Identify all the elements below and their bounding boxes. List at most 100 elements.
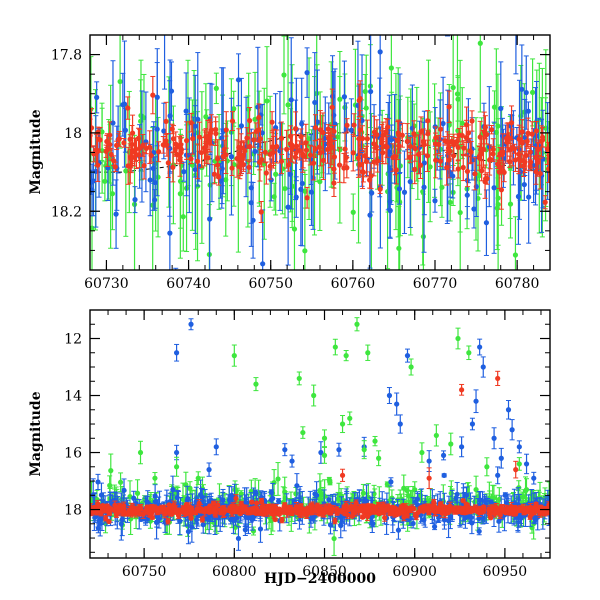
- top-red-point: [469, 118, 475, 124]
- top-red-point: [465, 130, 472, 136]
- bottom-green-point: [134, 490, 141, 496]
- top-blue-point: [483, 220, 490, 226]
- bottom-blue-point: [441, 472, 447, 478]
- top-red-point: [524, 138, 530, 144]
- top-red-point: [533, 169, 539, 175]
- top-red-point: [477, 155, 483, 161]
- top-red-point: [477, 134, 483, 140]
- top-red-point: [164, 142, 170, 148]
- top-green-point: [363, 105, 369, 111]
- top-red-point: [278, 135, 285, 141]
- top-red-point: [304, 195, 310, 201]
- top-blue-point: [396, 186, 403, 192]
- top-red-point: [379, 140, 385, 146]
- top-red-point: [188, 156, 194, 162]
- top-red-point: [170, 136, 177, 142]
- top-red-point: [135, 135, 142, 141]
- top-red-point: [356, 136, 362, 142]
- top-red-point: [163, 118, 169, 125]
- top-red-point: [512, 157, 519, 163]
- top-blue-point: [219, 135, 225, 141]
- top-red-point: [285, 162, 292, 168]
- top-red-point: [141, 163, 147, 169]
- top-x-tick-label: 60750: [248, 276, 293, 292]
- bottom-green-point: [412, 487, 418, 493]
- top-red-point: [292, 126, 299, 132]
- top-blue-point: [207, 216, 213, 222]
- top-blue-point: [260, 261, 266, 267]
- top-red-point: [190, 136, 196, 142]
- top-blue-point: [113, 211, 119, 217]
- top-red-point: [257, 159, 263, 165]
- top-blue-point: [519, 86, 525, 92]
- top-red-point: [300, 151, 306, 157]
- top-blue-point: [287, 171, 293, 177]
- top-blue-point: [154, 94, 160, 100]
- top-red-point: [244, 135, 250, 141]
- top-green-point: [334, 134, 341, 140]
- top-y-tick-label: 17.8: [51, 48, 82, 64]
- top-red-point: [463, 122, 470, 128]
- top-red-point: [284, 146, 290, 152]
- top-blue-point: [255, 104, 261, 110]
- top-blue-point: [120, 102, 126, 108]
- top-green-point: [177, 191, 183, 197]
- bottom-blue-point: [276, 498, 282, 504]
- top-blue-point: [167, 230, 173, 236]
- top-red-point: [479, 168, 485, 174]
- bottom-green-point: [331, 535, 337, 542]
- bottom-green-point: [448, 490, 454, 496]
- top-red-point: [444, 165, 450, 171]
- top-red-point: [203, 143, 209, 149]
- top-green-point: [362, 88, 368, 95]
- top-green-point: [285, 102, 291, 108]
- top-blue-point: [110, 120, 116, 126]
- top-red-point: [399, 132, 405, 138]
- top-red-point: [253, 128, 259, 135]
- top-blue-point: [183, 108, 189, 114]
- top-red-point: [351, 122, 357, 128]
- top-blue-point: [515, 193, 522, 200]
- top-blue-point: [526, 194, 532, 200]
- top-red-point: [482, 124, 488, 130]
- top-blue-point: [248, 185, 254, 191]
- top-red-point: [497, 164, 503, 170]
- top-blue-point: [368, 88, 374, 95]
- top-red-point: [535, 159, 541, 165]
- top-red-point: [529, 131, 535, 137]
- top-x-tick-label: 60770: [413, 276, 458, 292]
- top-red-point: [307, 152, 313, 158]
- top-red-point: [501, 169, 507, 175]
- top-green-point: [337, 96, 343, 102]
- top-red-point: [104, 147, 110, 153]
- bottom-green-point: [238, 491, 244, 497]
- top-blue-point: [388, 136, 394, 143]
- bottom-green-point: [108, 468, 114, 474]
- top-red-point: [539, 134, 546, 140]
- top-red-point: [125, 105, 131, 111]
- top-red-point: [500, 149, 506, 155]
- top-red-point: [489, 127, 495, 133]
- top-blue-point: [181, 169, 187, 175]
- top-red-point: [220, 153, 226, 159]
- top-blue-point: [540, 156, 546, 162]
- bottom-blue-point: [257, 526, 264, 532]
- top-green-point: [102, 178, 108, 184]
- top-red-point: [257, 136, 264, 142]
- top-red-point: [461, 145, 467, 151]
- top-blue-point: [341, 94, 348, 100]
- top-green-point: [273, 171, 279, 177]
- top-blue-point: [167, 113, 173, 119]
- top-red-point: [317, 149, 324, 156]
- top-red-point: [371, 159, 377, 165]
- top-y-tick-label: 18.2: [51, 204, 82, 220]
- top-red-point: [363, 158, 370, 165]
- top-red-point: [213, 126, 219, 133]
- top-red-point: [537, 171, 543, 177]
- top-red-point: [114, 142, 120, 148]
- top-red-point: [247, 118, 253, 124]
- top-blue-point: [377, 49, 383, 55]
- top-red-point: [269, 119, 275, 125]
- top-blue-point: [525, 108, 531, 114]
